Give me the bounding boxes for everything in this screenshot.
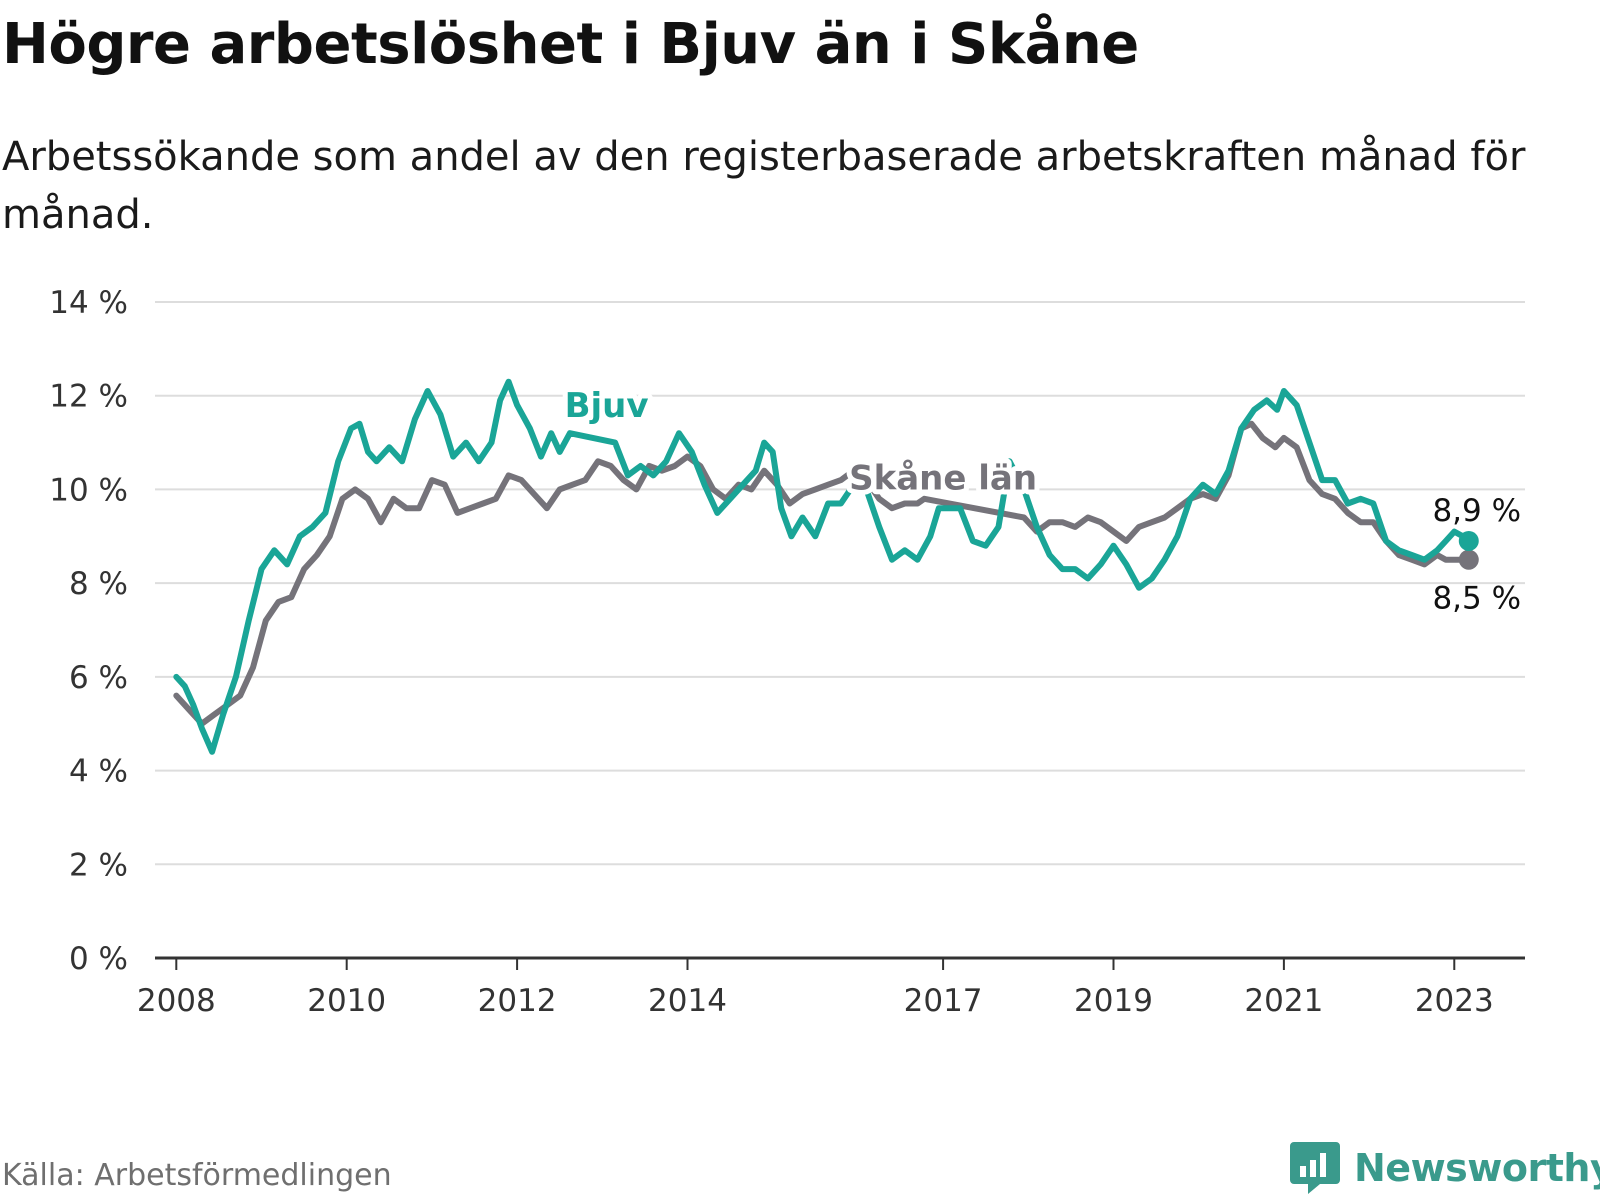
series-lines (173, 378, 1479, 755)
series-end-point (1458, 530, 1479, 551)
x-tick-label: 2019 (1074, 983, 1153, 1019)
chart-subtitle: Arbetssökande som andel av den registerb… (2, 134, 1526, 238)
end-value-label: 8,9 % (1432, 493, 1521, 529)
end-value-label: 8,5 % (1432, 581, 1521, 617)
series-line-sk-ne-l-n (173, 420, 1472, 727)
series-line-bjuv (173, 378, 1472, 755)
x-axis (155, 956, 1525, 970)
line-chart: 0 % 2 % 4 % 6 % 8 % 10 % 12 % 14 % 2008 2010 2012… (49, 285, 1525, 1019)
brand-name: Newsworthy (1354, 1146, 1600, 1190)
x-tick-label: 2010 (307, 983, 386, 1019)
newsworthy-logo: Newsworthy (1290, 1140, 1600, 1196)
series-label: Skåne län (849, 458, 1037, 498)
y-tick-label: 14 % (49, 285, 128, 321)
grid-lines (155, 301, 1525, 866)
series-label: Bjuv (565, 386, 649, 426)
series-annotations: Bjuv Skåne län 8,9 % 8,5 % (560, 381, 1521, 617)
y-tick-label: 12 % (49, 379, 128, 415)
y-tick-label: 2 % (69, 847, 128, 883)
y-tick-label: 10 % (49, 472, 128, 508)
y-tick-label: 4 % (69, 754, 128, 790)
y-tick-label: 0 % (69, 941, 128, 977)
x-tick-label: 2012 (478, 983, 557, 1019)
x-tick-label: 2023 (1415, 983, 1494, 1019)
y-tick-label: 6 % (69, 660, 128, 696)
y-tick-label: 8 % (69, 566, 128, 602)
chart-title: Högre arbetslöshet i Bjuv än i Skåne (2, 12, 1139, 77)
x-tick-label: 2017 (904, 983, 983, 1019)
x-tick-label: 2021 (1244, 983, 1323, 1019)
x-axis-labels: 2008 2010 2012 2014 2017 2019 2021 2023 (137, 983, 1494, 1019)
source-note: Källa: Arbetsförmedlingen (2, 1158, 392, 1193)
y-axis-labels: 0 % 2 % 4 % 6 % 8 % 10 % 12 % 14 % (49, 285, 128, 977)
series-end-point (1458, 549, 1479, 570)
x-tick-label: 2014 (648, 983, 727, 1019)
x-tick-label: 2008 (137, 983, 216, 1019)
bar-chart-speech-bubble-icon (1290, 1142, 1340, 1194)
